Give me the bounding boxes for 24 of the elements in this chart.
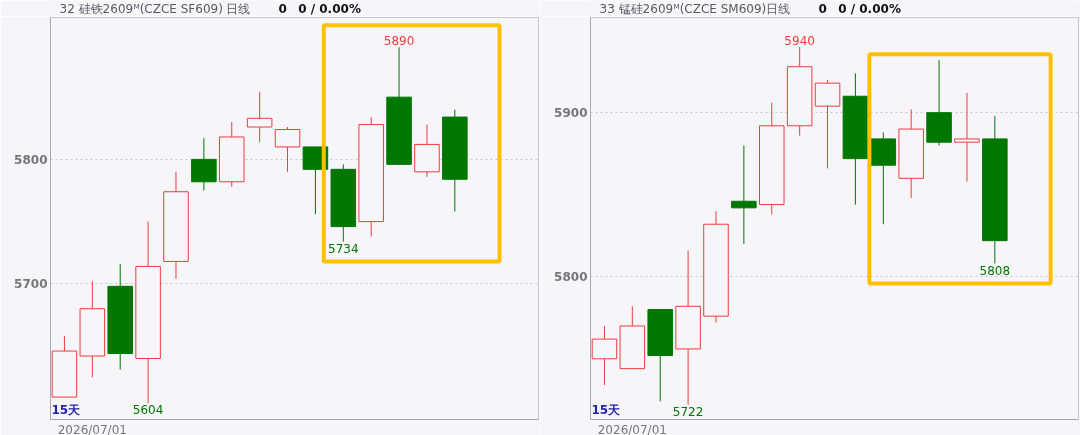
candlestick	[954, 92, 980, 183]
candlestick	[731, 144, 757, 245]
text: 0 / 0.00%	[838, 1, 901, 16]
y-tick-label: 5700	[14, 277, 48, 292]
annotation: 5734	[328, 241, 359, 256]
chart-subtitle: 日线	[766, 1, 791, 16]
annotation: 5722	[672, 404, 704, 419]
chart-subtitle: 日线	[226, 1, 251, 16]
annotation: 5808	[979, 263, 1011, 278]
y-tick-label: 5800	[554, 270, 588, 285]
annotation: 15天	[51, 402, 82, 417]
text: 0	[278, 2, 287, 16]
x-tick-label: 2026/07/01	[597, 422, 667, 435]
annotation: 5604	[132, 403, 164, 418]
text: 0 / 0.00%	[298, 1, 361, 16]
chart-title: 32 硅铁2609ᴹ(CZCE SF609)	[59, 1, 223, 16]
annotation: 5890	[383, 34, 415, 49]
chart-title: 33 锰硅2609ᴹ(CZCE SM609)	[599, 1, 767, 16]
annotation: 15天	[591, 402, 622, 417]
y-tick-label: 5900	[554, 106, 588, 121]
y-tick-label: 5800	[14, 152, 48, 167]
x-tick-label: 2026/07/01	[57, 422, 127, 435]
annotation: 5940	[784, 34, 815, 49]
text: 0	[818, 2, 827, 16]
